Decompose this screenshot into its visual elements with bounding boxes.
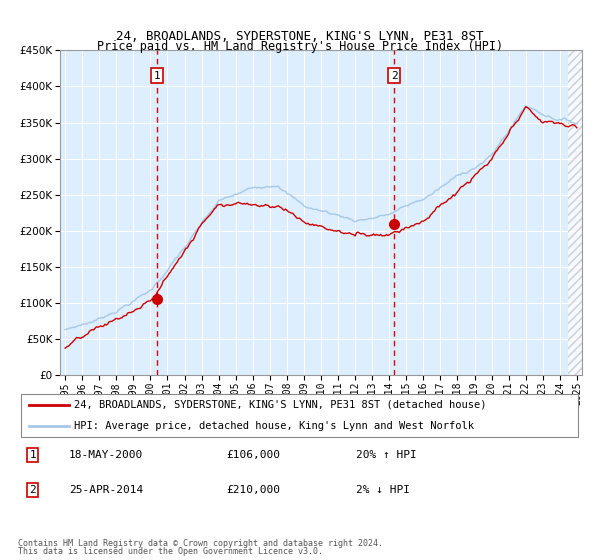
Text: 2: 2	[391, 71, 398, 81]
Text: 2% ↓ HPI: 2% ↓ HPI	[356, 485, 410, 495]
Text: 20% ↑ HPI: 20% ↑ HPI	[356, 450, 417, 460]
Text: This data is licensed under the Open Government Licence v3.0.: This data is licensed under the Open Gov…	[18, 547, 323, 556]
Text: 1: 1	[154, 71, 160, 81]
Text: £106,000: £106,000	[227, 450, 281, 460]
Text: HPI: Average price, detached house, King's Lynn and West Norfolk: HPI: Average price, detached house, King…	[74, 421, 475, 431]
Text: 2: 2	[29, 485, 36, 495]
Text: 1: 1	[29, 450, 36, 460]
Text: 25-APR-2014: 25-APR-2014	[69, 485, 143, 495]
Text: Contains HM Land Registry data © Crown copyright and database right 2024.: Contains HM Land Registry data © Crown c…	[18, 539, 383, 548]
FancyBboxPatch shape	[21, 394, 578, 437]
Text: 24, BROADLANDS, SYDERSTONE, KING'S LYNN, PE31 8ST (detached house): 24, BROADLANDS, SYDERSTONE, KING'S LYNN,…	[74, 400, 487, 410]
Text: Price paid vs. HM Land Registry's House Price Index (HPI): Price paid vs. HM Land Registry's House …	[97, 40, 503, 53]
Text: £210,000: £210,000	[227, 485, 281, 495]
Bar	[568, 50, 594, 375]
Text: 18-MAY-2000: 18-MAY-2000	[69, 450, 143, 460]
Text: 24, BROADLANDS, SYDERSTONE, KING'S LYNN, PE31 8ST: 24, BROADLANDS, SYDERSTONE, KING'S LYNN,…	[116, 30, 484, 43]
